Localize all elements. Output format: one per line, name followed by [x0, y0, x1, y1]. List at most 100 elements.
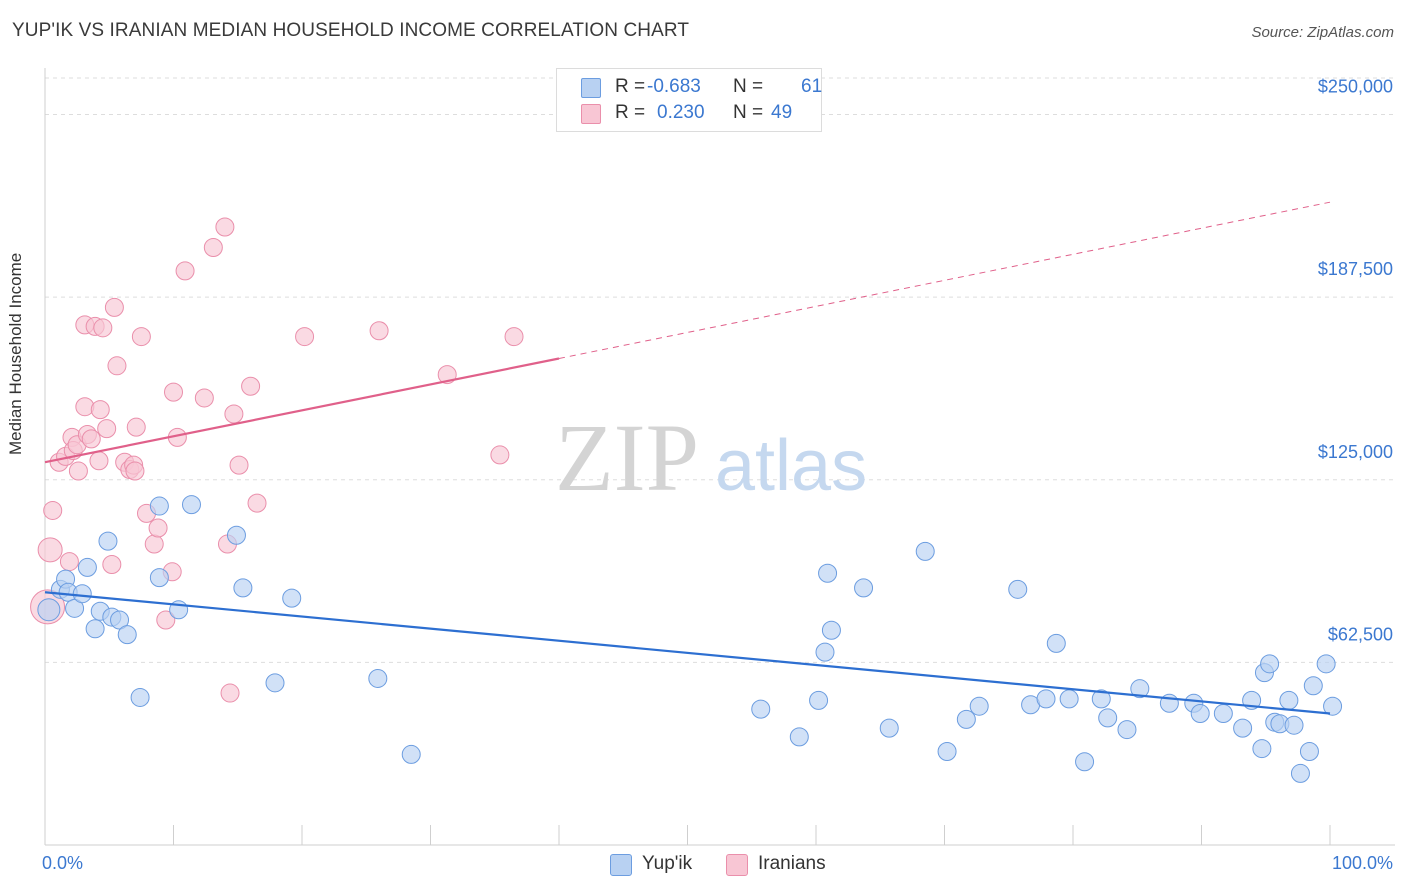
iranians-trendline-extension	[558, 201, 1331, 359]
yupik-point	[969, 696, 989, 716]
iranians-r-value: 0.230	[657, 102, 705, 123]
iranians-point	[75, 397, 95, 417]
iranians-point	[504, 327, 524, 347]
yupik-point	[98, 531, 118, 551]
yupik-point	[1316, 654, 1336, 674]
yupik-point	[1190, 704, 1210, 724]
yupik-point	[1098, 708, 1118, 728]
grid-layer	[45, 77, 1395, 663]
yupik-point	[937, 741, 957, 761]
yupik-point	[956, 709, 976, 729]
iranians-point	[37, 537, 63, 563]
iranians-point	[104, 297, 124, 317]
yupik-point	[1130, 679, 1150, 699]
yupik-point	[368, 668, 388, 688]
yupik-point	[789, 727, 809, 747]
yupik-point	[1233, 718, 1253, 738]
iranians-point	[97, 419, 117, 439]
legend-swatch-iranians	[726, 854, 748, 876]
x-tick-label-min: 0.0%	[42, 853, 83, 873]
yupik-point	[265, 673, 285, 693]
yupik-point	[110, 610, 130, 630]
yupik-point	[149, 496, 169, 516]
yupik-point	[1279, 690, 1299, 710]
yupik-point	[818, 563, 838, 583]
yupik-point	[821, 620, 841, 640]
iranians-point	[131, 327, 151, 347]
iranians-point	[229, 455, 249, 475]
iranians-point	[125, 461, 145, 481]
iranians-point	[224, 404, 244, 424]
iranians-swatch	[581, 104, 601, 124]
trend-layer	[44, 201, 1331, 715]
yupik-point	[1059, 689, 1079, 709]
iranians-point	[215, 217, 235, 237]
yupik-point	[181, 495, 201, 515]
iranians-point	[241, 376, 261, 396]
y-tick-label: $125,000	[1318, 442, 1393, 462]
yupik-point	[751, 699, 771, 719]
yupik-point	[1323, 696, 1343, 716]
yupik-point	[77, 557, 97, 577]
x-tick-label-max: 100.0%	[1332, 853, 1393, 873]
iranians-point	[102, 554, 122, 574]
legend-label-yupik: Yup'ik	[642, 853, 693, 874]
iranians-point	[107, 356, 127, 376]
y-axis-label: Median Household Income	[6, 252, 25, 455]
legend: Yup'ik Iranians	[0, 850, 1406, 878]
iranians-point	[81, 429, 101, 449]
iranians-n-label: N =	[733, 102, 764, 123]
stats-box: R = -0.683 N = 61 R = 0.230 N = 49	[556, 68, 822, 132]
chart-title: YUP'IK VS IRANIAN MEDIAN HOUSEHOLD INCOM…	[12, 20, 690, 41]
yupik-point	[809, 690, 829, 710]
yupik-trendline	[44, 591, 1331, 715]
iranians-trendline	[44, 357, 560, 464]
yupik-point	[1046, 633, 1066, 653]
iranians-point	[148, 518, 168, 538]
iranians-point	[93, 318, 113, 338]
iranians-point	[126, 417, 146, 437]
yupik-point	[282, 588, 302, 608]
yupik-r-value: -0.683	[647, 76, 701, 97]
yupik-point	[85, 619, 105, 639]
iranians-n-value: 49	[771, 102, 793, 123]
iranians-point	[68, 461, 88, 481]
yupik-point	[130, 687, 150, 707]
yupik-point	[1284, 715, 1304, 735]
iranians-point	[89, 451, 109, 471]
yupik-point	[1008, 579, 1028, 599]
watermark-zip: ZIP	[555, 404, 699, 511]
yupik-n-value: 61	[801, 76, 823, 97]
source-label: Source: ZipAtlas.com	[1251, 24, 1394, 41]
yupik-point	[226, 525, 246, 545]
iranians-point	[490, 445, 510, 465]
iranians-point	[156, 610, 176, 630]
yupik-point	[879, 718, 899, 738]
legend-swatch-yupik	[610, 854, 632, 876]
yupik-point	[915, 541, 935, 561]
iranians-point	[175, 261, 195, 281]
yupik-point	[1091, 689, 1111, 709]
watermark-atlas: atlas	[715, 426, 867, 506]
yupik-point	[854, 578, 874, 598]
iranians-point	[194, 388, 214, 408]
yupik-points	[37, 495, 1343, 783]
yupik-point	[117, 625, 137, 645]
iranians-point	[295, 327, 315, 347]
iranians-point	[59, 552, 79, 572]
iranians-r-label: R =	[615, 102, 646, 123]
yupik-n-label: N =	[733, 76, 764, 97]
yupik-point	[149, 568, 169, 588]
yupik-point	[233, 578, 253, 598]
iranians-point	[220, 683, 240, 703]
iranians-point	[43, 500, 63, 520]
yupik-point	[72, 584, 92, 604]
yupik-point	[1075, 752, 1095, 772]
yupik-point	[65, 598, 85, 618]
axis-layer: $62,500 $125,000 $187,500 $250,000 0.0% 100.0…	[42, 68, 1395, 873]
yupik-point	[1117, 720, 1137, 740]
iranians-point	[144, 534, 164, 554]
yupik-point	[37, 598, 61, 622]
yupik-point	[1299, 741, 1319, 761]
